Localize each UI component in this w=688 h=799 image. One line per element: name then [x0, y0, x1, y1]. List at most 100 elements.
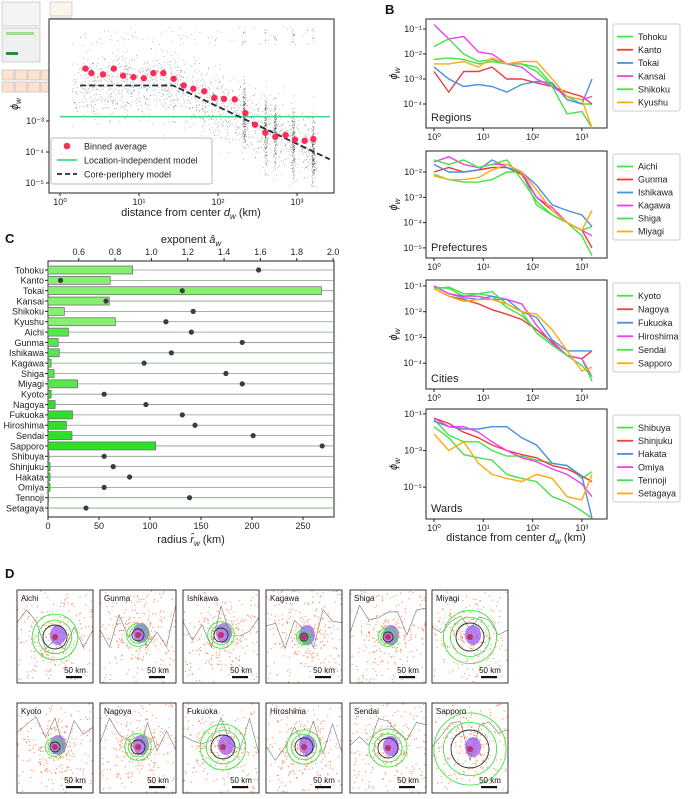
population-dot [328, 620, 330, 622]
scatter-point [275, 104, 276, 106]
population-dot [273, 620, 275, 622]
scatter-point [274, 128, 276, 130]
scatter-point [112, 52, 113, 53]
scatter-point [108, 78, 110, 80]
scatter-point [78, 101, 80, 103]
scatter-point [92, 101, 94, 102]
scatter-point [113, 97, 114, 99]
scatter-point [102, 99, 103, 100]
population-dot [437, 612, 439, 614]
population-dot [272, 590, 274, 592]
scatter-point [292, 160, 293, 162]
scatter-point [312, 181, 314, 183]
radius-bar-ishikawa [47, 348, 60, 358]
population-dot [449, 637, 451, 639]
scatter-point [127, 50, 128, 52]
scatter-point [265, 159, 267, 161]
scatter-point [178, 102, 180, 103]
scatter-point [245, 26, 246, 28]
population-dot [352, 635, 354, 637]
binned-average-point [301, 137, 308, 144]
scatter-point [312, 142, 314, 144]
scatter-point [276, 132, 277, 134]
scatter-point [87, 105, 88, 106]
area-boundary [133, 623, 149, 643]
population-dot [482, 657, 484, 659]
xlabel-subscript: w [194, 539, 201, 548]
scatter-point [243, 120, 245, 122]
scatter-point [76, 103, 77, 105]
legend-label-kansai: Kansai [638, 71, 666, 81]
scatter-point [247, 133, 249, 135]
population-dot [106, 714, 108, 716]
population-dot [126, 755, 128, 757]
series-line-hakata [433, 420, 593, 519]
scatter-point [205, 74, 207, 76]
scatter-point [287, 151, 289, 152]
scatter-point [202, 100, 203, 102]
scatter-point [306, 136, 308, 138]
scatter-point [269, 143, 270, 145]
scatter-point [281, 160, 282, 161]
population-dot [52, 789, 54, 791]
population-dot [162, 660, 164, 662]
subplot-prefectures: 10⁰ 10¹ 10² 10³10⁻²10⁻³10⁻⁴10⁻⁵ϕwPrefecture… [388, 150, 681, 272]
population-dot [45, 637, 47, 639]
population-dot [320, 633, 322, 635]
scatter-point [195, 117, 196, 119]
population-dot [119, 597, 121, 599]
scatter-point [233, 103, 235, 105]
population-dot [129, 618, 131, 620]
scatter-point [265, 123, 267, 125]
scatter-point [269, 108, 271, 110]
scatter-point [148, 99, 150, 101]
middle-ring [129, 626, 147, 644]
scatter-point [88, 67, 90, 69]
population-dot [48, 625, 50, 627]
radius-bar-sendai [47, 431, 73, 440]
population-dot [45, 713, 47, 715]
scatter-point [209, 42, 211, 44]
scatter-point [262, 111, 264, 112]
scatter-point [86, 100, 87, 102]
binned-average-point [150, 69, 157, 77]
scatter-point [209, 97, 210, 99]
population-dot [309, 676, 311, 678]
scatter-point [213, 106, 215, 108]
population-dot [337, 655, 339, 657]
scatter-point [264, 120, 266, 122]
scatter-point [302, 149, 304, 150]
y-tick-label: 10⁻² [404, 307, 422, 317]
scatter-point [192, 107, 193, 108]
population-dot [51, 779, 53, 781]
scatter-point [305, 31, 307, 33]
population-dot [367, 661, 369, 663]
scatter-point [224, 128, 226, 130]
population-dot [350, 636, 352, 638]
scatter-point [291, 127, 293, 129]
scatter-point [286, 27, 288, 29]
population-dot [82, 773, 84, 775]
population-dot [34, 670, 36, 672]
scatter-point [243, 126, 245, 128]
population-dot [274, 643, 276, 645]
population-dot [74, 678, 76, 680]
scatter-point [267, 160, 268, 162]
population-dot [448, 614, 450, 616]
scatter-point [204, 102, 206, 104]
scatter-point [292, 127, 294, 129]
scatter-point [235, 131, 236, 133]
radius-bar-hakata [47, 472, 51, 482]
scatter-point [291, 170, 293, 171]
population-dot [71, 728, 73, 730]
population-dot [38, 626, 40, 628]
scatter-point [242, 40, 244, 42]
scatter-point [279, 120, 280, 122]
scatter-point [302, 162, 304, 163]
population-dot [145, 644, 147, 646]
population-dot [125, 773, 127, 775]
exponent-dot-hiroshima [192, 422, 198, 428]
population-dot [472, 669, 474, 671]
population-dot [49, 757, 51, 759]
